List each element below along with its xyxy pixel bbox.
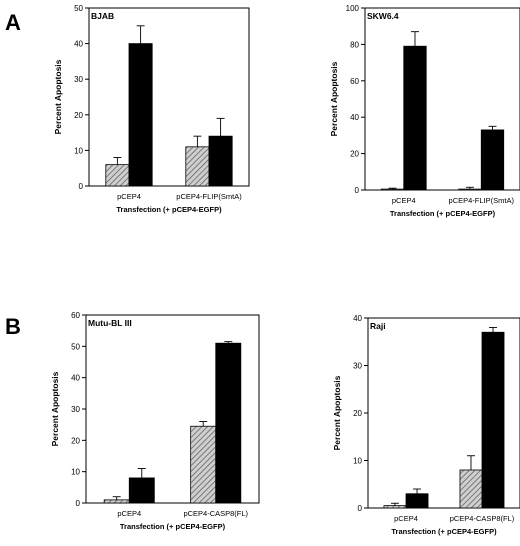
chart-4-control-bar-1 — [383, 505, 407, 509]
chart-3-y-tick-label: 0 — [76, 499, 81, 508]
chart-3-chart-title: Mutu-BL III — [88, 318, 132, 328]
chart-4-y-tick-label: 40 — [353, 314, 362, 323]
chart-1-chart-title: BJAB — [91, 11, 114, 21]
chart-2-y-tick-label: 40 — [350, 113, 359, 122]
chart-2-treated-bar-2 — [480, 129, 505, 191]
chart-1-treated-bar-1 — [128, 43, 153, 187]
chart-1-control-bar-1 — [105, 164, 130, 187]
chart-1-y-tick-label: 0 — [79, 182, 84, 191]
chart-2-control-bar-2 — [458, 188, 482, 191]
chart-1-category-label-1: pCEP4 — [117, 192, 141, 201]
chart-4: 0 10 20 30 40 Percent Apoptosis Raji pCEP4 pCEP4… — [332, 314, 520, 536]
chart-1-x-axis-label: Transfection (+ pCEP4-EGFP) — [116, 205, 222, 214]
chart-1-treated-bar-2 — [208, 135, 233, 187]
chart-4-control-bar-2 — [459, 469, 483, 509]
chart-3-y-tick-label: 20 — [71, 436, 80, 445]
chart-4-y-axis-label: Percent Apoptosis — [332, 375, 342, 450]
chart-3-category-label-1: pCEP4 — [117, 509, 141, 518]
chart-3-y-tick-label: 30 — [71, 405, 80, 414]
chart-3-y-tick-label: 60 — [71, 311, 80, 320]
chart-3-control-bar-1 — [103, 499, 130, 504]
panel-label-b: B — [5, 314, 21, 339]
chart-1: 0 10 20 30 40 50 Percent Apoptosis BJAB pCEP4 pCE… — [53, 4, 250, 214]
chart-4-x-axis-label: Transfection (+ pCEP4-EGFP) — [391, 527, 497, 536]
chart-3-y-tick-label: 40 — [71, 374, 80, 383]
chart-2-y-axis-label: Percent Apoptosis — [329, 61, 339, 136]
chart-1-control-bar-2 — [185, 146, 210, 187]
chart-3-y-axis-label: Percent Apoptosis — [50, 371, 60, 446]
chart-4-y-tick-label: 30 — [353, 362, 362, 371]
chart-3-treated-bar-2 — [215, 342, 242, 504]
chart-2: 0 20 40 60 80 100 Percent Apoptosis SKW6.4 pCEP4… — [329, 4, 520, 218]
chart-2-plot-frame — [364, 7, 520, 191]
chart-2-y-tick-label: 60 — [350, 77, 359, 86]
chart-2-control-bar-1 — [380, 188, 405, 191]
chart-1-y-tick-label: 40 — [74, 40, 83, 49]
chart-2-y-tick-label: 100 — [346, 4, 360, 13]
chart-2-y-tick-label: 20 — [350, 150, 359, 159]
chart-3-treated-bar-1 — [128, 477, 155, 504]
chart-4-y-tick-label: 10 — [353, 457, 362, 466]
chart-4-category-label-1: pCEP4 — [394, 514, 418, 523]
chart-3: 0 10 20 30 40 50 60 Percent Apoptosis Mutu-BL II… — [50, 311, 260, 531]
chart-2-y-tick-label: 0 — [355, 186, 360, 195]
chart-3-category-label-2: pCEP4-CASP8(FL) — [183, 509, 248, 518]
chart-1-y-axis-label: Percent Apoptosis — [53, 59, 63, 134]
chart-2-category-label-2: pCEP4-FLIP(SmtA) — [449, 196, 515, 205]
chart-2-chart-title: SKW6.4 — [367, 11, 399, 21]
chart-1-y-tick-label: 50 — [74, 4, 83, 13]
panel-label-a: A — [5, 10, 21, 35]
chart-2-category-label-1: pCEP4 — [392, 196, 416, 205]
chart-3-y-tick-label: 10 — [71, 468, 80, 477]
chart-1-y-tick-label: 30 — [74, 75, 83, 84]
chart-4-category-label-2: pCEP4-CASP8(FL) — [450, 514, 515, 523]
chart-2-treated-bar-1 — [403, 45, 427, 191]
chart-2-y-tick-label: 80 — [350, 40, 359, 49]
chart-1-category-label-2: pCEP4-FLIP(SmtA) — [176, 192, 242, 201]
chart-1-y-tick-label: 20 — [74, 111, 83, 120]
chart-2-x-axis-label: Transfection (+ pCEP4-EGFP) — [390, 209, 496, 218]
chart-4-chart-title: Raji — [370, 321, 386, 331]
chart-3-x-axis-label: Transfection (+ pCEP4-EGFP) — [120, 522, 226, 531]
chart-3-control-bar-2 — [190, 425, 217, 504]
chart-1-y-tick-label: 10 — [74, 146, 83, 155]
chart-4-y-tick-label: 0 — [358, 504, 363, 513]
chart-3-y-tick-label: 50 — [71, 342, 80, 351]
charts-group: 0 10 20 30 40 50 Percent Apoptosis BJAB pCEP4 pCE… — [50, 4, 520, 536]
chart-4-treated-bar-2 — [481, 331, 505, 509]
chart-4-y-tick-label: 20 — [353, 409, 362, 418]
chart-1-plot-frame — [88, 7, 250, 187]
chart-4-treated-bar-1 — [405, 493, 429, 509]
